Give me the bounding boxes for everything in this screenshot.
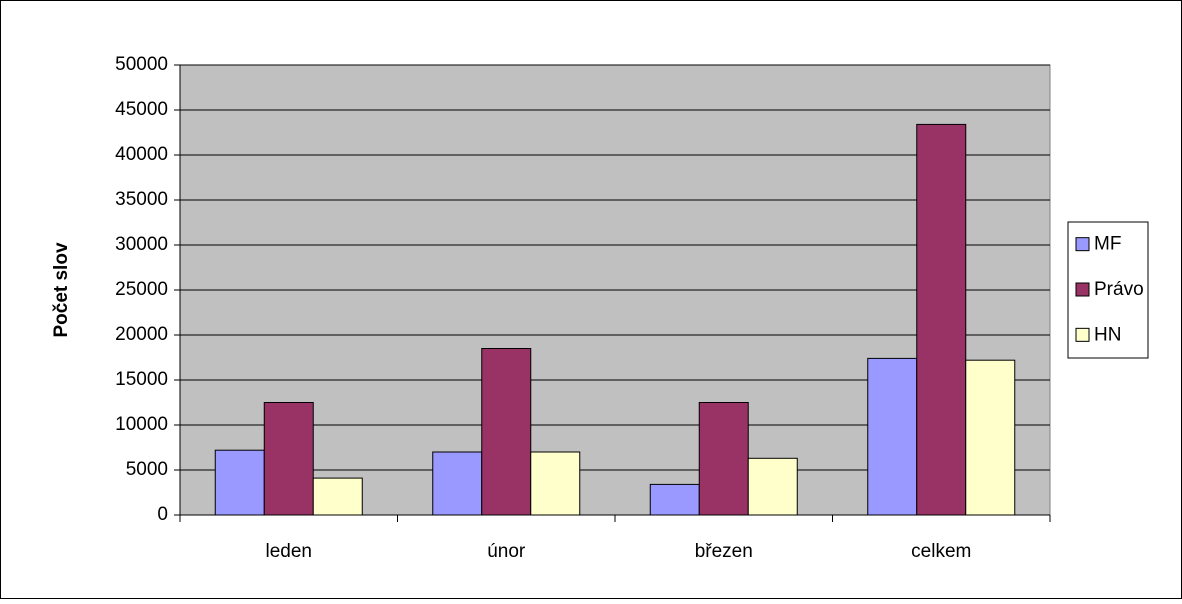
y-tick-label: 10000 bbox=[115, 414, 168, 435]
x-tick-label: leden bbox=[266, 541, 313, 562]
y-tick-label: 40000 bbox=[115, 144, 168, 165]
bar bbox=[867, 357, 918, 516]
bar bbox=[481, 348, 532, 516]
bar bbox=[965, 359, 1016, 516]
y-tick-label: 35000 bbox=[115, 189, 168, 210]
x-tick-label: celkem bbox=[911, 541, 971, 562]
bar bbox=[263, 402, 314, 516]
legend-swatch bbox=[1075, 237, 1090, 252]
legend-swatch bbox=[1075, 282, 1090, 297]
bar bbox=[649, 483, 700, 516]
bar bbox=[530, 451, 581, 516]
y-tick-label: 15000 bbox=[115, 369, 168, 390]
y-axis-label: Počet slov bbox=[51, 242, 72, 337]
bar bbox=[747, 457, 798, 516]
legend-swatch bbox=[1075, 327, 1090, 342]
legend-label: Právo bbox=[1094, 279, 1144, 300]
x-tick-label: březen bbox=[695, 541, 753, 562]
y-tick-label: 30000 bbox=[115, 234, 168, 255]
legend-label: HN bbox=[1094, 324, 1121, 345]
y-tick-label: 25000 bbox=[115, 279, 168, 300]
y-tick-label: 50000 bbox=[115, 54, 168, 75]
bar bbox=[916, 123, 967, 516]
legend-label: MF bbox=[1094, 234, 1121, 255]
bar bbox=[432, 451, 483, 516]
x-tick-label: únor bbox=[487, 541, 526, 562]
bar bbox=[214, 449, 265, 516]
y-tick-label: 5000 bbox=[126, 459, 168, 480]
bar bbox=[312, 477, 363, 516]
y-tick-label: 20000 bbox=[115, 324, 168, 345]
y-tick-label: 45000 bbox=[115, 99, 168, 120]
bar bbox=[698, 402, 749, 516]
y-tick-label: 0 bbox=[157, 504, 168, 525]
